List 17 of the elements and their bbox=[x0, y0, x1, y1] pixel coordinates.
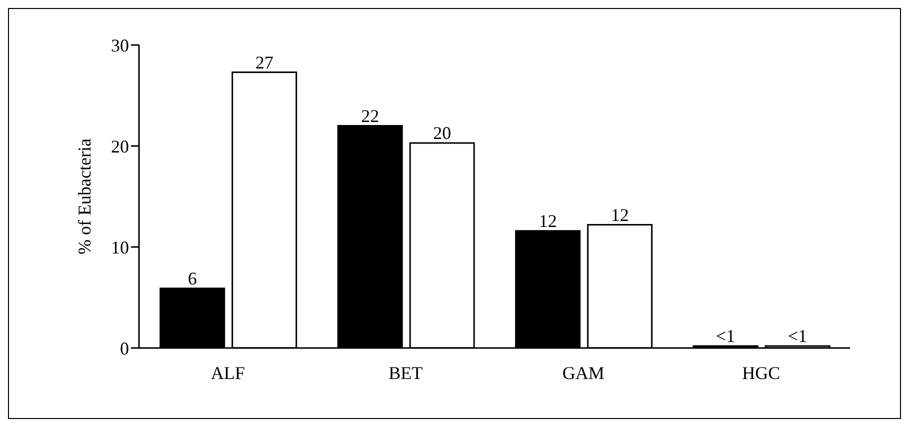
x-tick-label: HGC bbox=[742, 362, 780, 383]
data-label: 12 bbox=[610, 204, 629, 225]
data-label: 22 bbox=[361, 106, 380, 126]
y-axis-title: % of Eubacteria bbox=[74, 138, 94, 254]
data-label: <1 bbox=[788, 326, 808, 346]
x-tick-label: ALF bbox=[210, 362, 245, 383]
y-tick-label: 0 bbox=[120, 338, 129, 358]
data-label: <1 bbox=[716, 326, 736, 346]
x-tick-label: GAM bbox=[562, 362, 604, 383]
data-label: 20 bbox=[433, 122, 452, 143]
data-label: 27 bbox=[255, 52, 274, 72]
y-tick-label: 30 bbox=[111, 35, 129, 56]
data-label: 12 bbox=[538, 210, 557, 231]
x-tick-label: BET bbox=[388, 362, 423, 383]
y-tick-label: 20 bbox=[111, 136, 129, 156]
data-label: 6 bbox=[188, 268, 197, 288]
y-tick-label: 10 bbox=[111, 237, 129, 258]
